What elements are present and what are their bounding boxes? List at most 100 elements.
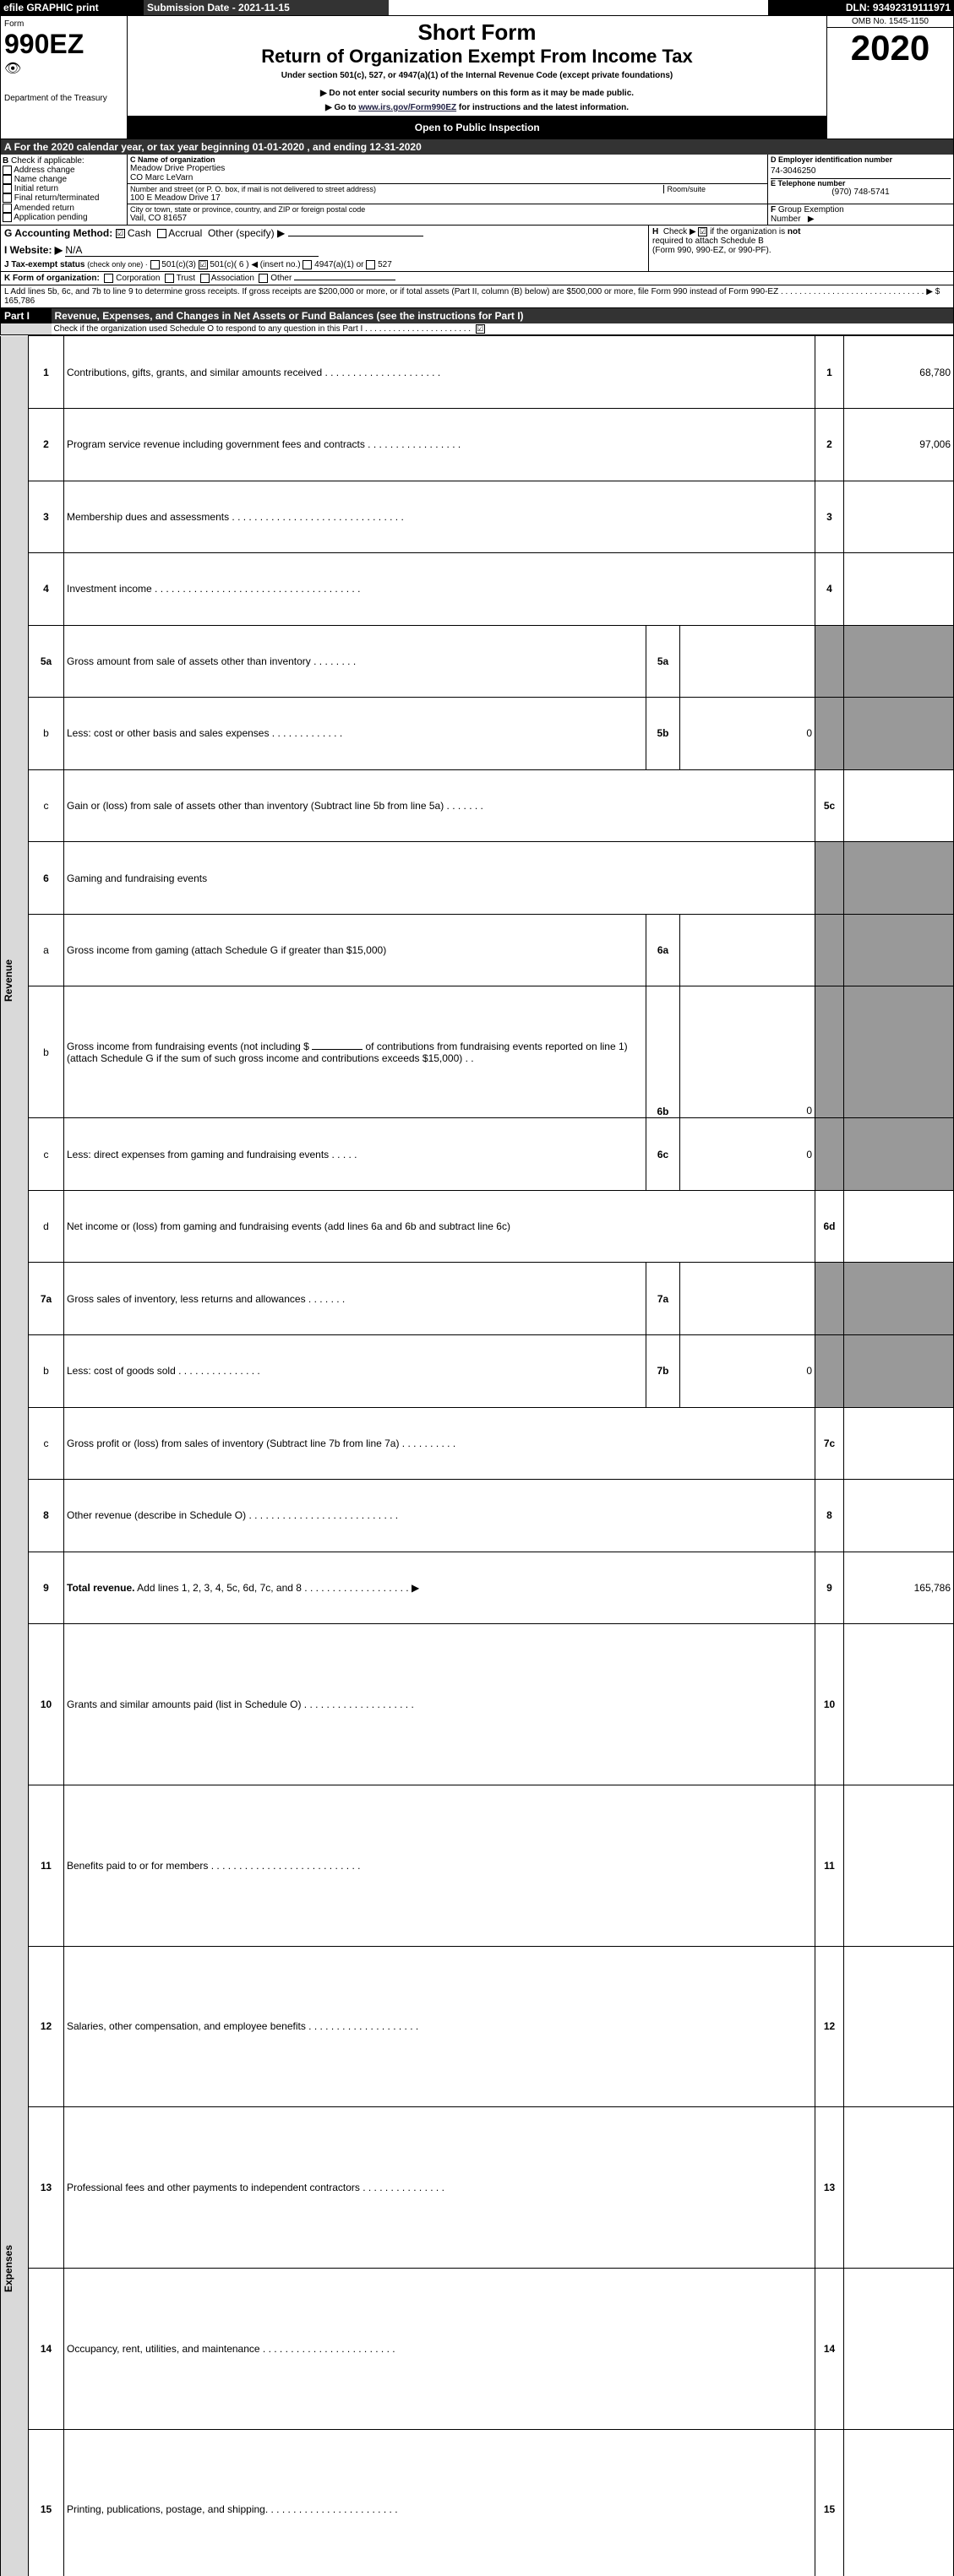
section-d-e: D Employer identification number 74-3046… xyxy=(768,155,954,204)
section-c-city: City or town, state or province, country… xyxy=(128,204,768,226)
line-c: cGain or (loss) from sale of assets othe… xyxy=(1,769,954,842)
g-accrual: Accrual xyxy=(168,227,202,239)
form-label: Form xyxy=(4,19,123,29)
room-label: Room/suite xyxy=(663,185,765,193)
form-number: 990EZ xyxy=(4,29,123,60)
part1-title: Revenue, Expenses, and Changes in Net As… xyxy=(52,308,954,323)
tax-year: 2020 xyxy=(827,28,953,68)
h-line2: required to attach Schedule B xyxy=(652,236,764,246)
submission-date: Submission Date - 2021-11-15 xyxy=(144,0,389,15)
chk-name[interactable] xyxy=(3,175,12,184)
line-3: 3Membership dues and assessments . . . .… xyxy=(1,481,954,553)
part1-header: Part I Revenue, Expenses, and Changes in… xyxy=(0,308,954,335)
top-bar: efile GRAPHIC print Submission Date - 20… xyxy=(0,0,954,15)
line-7a: 7aGross sales of inventory, less returns… xyxy=(1,1263,954,1335)
line-5a: 5aGross amount from sale of assets other… xyxy=(1,625,954,698)
line-15: 15Printing, publications, postage, and s… xyxy=(1,2429,954,2576)
chk-h[interactable]: ☑ xyxy=(698,227,707,236)
street-label: Number and street (or P. O. box, if mail… xyxy=(130,185,663,193)
warn2-post: for instructions and the latest informat… xyxy=(456,103,629,112)
line-4: 4Investment income . . . . . . . . . . .… xyxy=(1,553,954,626)
b-item-2: Initial return xyxy=(14,184,58,193)
chk-4947[interactable] xyxy=(303,260,312,269)
dln: DLN: 93492319111971 xyxy=(768,0,954,15)
chk-accrual[interactable] xyxy=(157,229,166,238)
city: Vail, CO 81657 xyxy=(130,214,765,223)
title-cell: Short Form Return of Organization Exempt… xyxy=(128,16,827,117)
chk-final[interactable] xyxy=(3,193,12,203)
line-a: aGross income from gaming (attach Schedu… xyxy=(1,914,954,986)
dept: Department of the Treasury xyxy=(4,94,123,103)
main-title: Return of Organization Exempt From Incom… xyxy=(131,46,823,68)
j-o3: 4947(a)(1) or xyxy=(314,260,363,269)
ein: 74-3046250 xyxy=(771,166,951,176)
b-item-1: Name change xyxy=(14,175,67,184)
h-pre: Check ▶ xyxy=(663,227,699,236)
line-c: cLess: direct expenses from gaming and f… xyxy=(1,1118,954,1191)
chk-pending[interactable] xyxy=(3,213,12,222)
section-h: H Check ▶ ☑ if the organization is not r… xyxy=(649,226,954,272)
section-l: L Add lines 5b, 6c, and 7b to line 9 to … xyxy=(0,285,954,308)
section-a-text: For the 2020 calendar year, or tax year … xyxy=(14,141,422,153)
chk-trust[interactable] xyxy=(165,274,174,283)
section-b: B Check if applicable: Address change Na… xyxy=(1,155,128,225)
b-item-0: Address change xyxy=(14,166,74,175)
line-14: 14Occupancy, rent, utilities, and mainte… xyxy=(1,2268,954,2429)
chk-527[interactable] xyxy=(366,260,375,269)
subtitle: Under section 501(c), 527, or 4947(a)(1)… xyxy=(131,71,823,80)
org-info-table: B Check if applicable: Address change Na… xyxy=(0,155,954,225)
telephone: (970) 748-5741 xyxy=(771,187,951,197)
line-12: 12Salaries, other compensation, and empl… xyxy=(1,1946,954,2107)
b-item-5: Application pending xyxy=(14,213,87,222)
g-h-row: G Accounting Method: ☑ Cash Accrual Othe… xyxy=(0,225,954,272)
j-label: J Tax-exempt status xyxy=(4,260,84,269)
chk-amended[interactable] xyxy=(3,204,12,213)
open-inspection: Open to Public Inspection xyxy=(128,117,827,139)
line-c: cGross profit or (loss) from sales of in… xyxy=(1,1407,954,1480)
chk-assoc[interactable] xyxy=(200,274,210,283)
g-cash: Cash xyxy=(128,227,151,239)
h-label: H xyxy=(652,227,658,236)
part1-tag: Part I xyxy=(1,308,52,323)
org-co: CO Marc LeVarn xyxy=(130,173,765,182)
irs-link[interactable]: www.irs.gov/Form990EZ xyxy=(358,103,456,112)
chk-501c3[interactable] xyxy=(150,260,160,269)
g-label: G Accounting Method: xyxy=(4,227,112,239)
line-10: Expenses10Grants and similar amounts pai… xyxy=(1,1624,954,1785)
chk-kother[interactable] xyxy=(259,274,268,283)
e-label: E Telephone number xyxy=(771,178,951,187)
chk-cash[interactable]: ☑ xyxy=(116,229,125,238)
k-o1: Corporation xyxy=(116,274,160,283)
chk-501c[interactable]: ☑ xyxy=(199,260,208,269)
k-o4: Other xyxy=(270,274,292,283)
section-f: F Group ExemptionNumber ▶ xyxy=(768,204,954,226)
chk-part1-o[interactable]: ☑ xyxy=(476,324,485,334)
right-header-cell: OMB No. 1545-1150 2020 xyxy=(827,16,954,117)
section-j: J Tax-exempt status (check only one) · 5… xyxy=(4,260,645,269)
b-item-4: Amended return xyxy=(14,204,74,213)
c-label: C Name of organization xyxy=(130,155,765,164)
line-b: bLess: cost of goods sold . . . . . . . … xyxy=(1,1335,954,1408)
part1-spacer xyxy=(1,323,52,335)
section-g-i-j: G Accounting Method: ☑ Cash Accrual Othe… xyxy=(1,226,649,272)
part1-sub-row: Check if the organization used Schedule … xyxy=(52,323,954,335)
h-post: if the organization is xyxy=(710,227,788,236)
chk-initial[interactable] xyxy=(3,184,12,193)
h-line3: (Form 990, 990-EZ, or 990-PF). xyxy=(652,246,771,255)
j-sub: (check only one) · xyxy=(87,260,148,269)
chk-address[interactable] xyxy=(3,166,12,175)
line-b: bLess: cost or other basis and sales exp… xyxy=(1,698,954,770)
line-8: 8Other revenue (describe in Schedule O) … xyxy=(1,1480,954,1552)
b-item-3: Final return/terminated xyxy=(14,194,100,204)
efile-print-button[interactable]: efile GRAPHIC print xyxy=(0,0,144,15)
omb: OMB No. 1545-1150 xyxy=(827,16,953,28)
h-not: not xyxy=(788,227,801,236)
f-label: Group ExemptionNumber ▶ xyxy=(771,205,844,224)
d-label: D Employer identification number xyxy=(771,155,951,164)
section-c-street: Number and street (or P. O. box, if mail… xyxy=(128,184,768,204)
j-o2: 501(c)( 6 ) ◀ (insert no.) xyxy=(210,260,300,269)
lines-table: Revenue1Contributions, gifts, grants, an… xyxy=(0,335,954,2576)
section-c-name: C Name of organization Meadow Drive Prop… xyxy=(128,155,768,184)
chk-corp[interactable] xyxy=(104,274,113,283)
j-o1: 501(c)(3) xyxy=(161,260,196,269)
